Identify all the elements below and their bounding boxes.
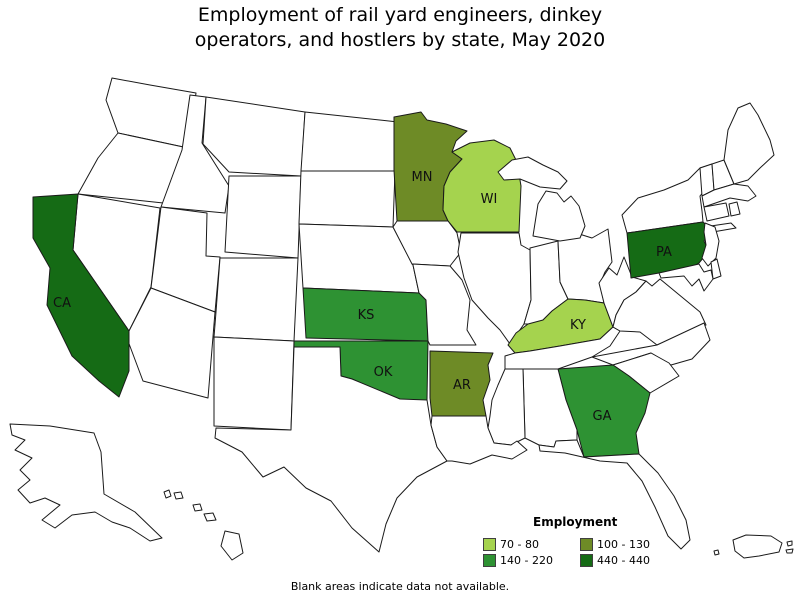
legend-label-0: 70 - 80 (500, 538, 539, 551)
state-fl (538, 439, 691, 550)
state-ri (728, 201, 741, 217)
territory-pr-islet (786, 540, 793, 547)
state-label-mn: MN (412, 170, 433, 185)
state-label-ar: AR (453, 378, 471, 393)
chart-title-line1: Employment of rail yard engineers, dinke… (197, 4, 603, 26)
state-ak (9, 423, 163, 542)
legend-item-3: 440 - 440 (580, 554, 692, 567)
state-ia (392, 220, 462, 267)
state-wi (442, 139, 522, 233)
state-label-ca: CA (53, 296, 71, 311)
territory-pr (732, 534, 783, 559)
state-ca (32, 193, 130, 398)
state-me (723, 102, 775, 185)
state-md (658, 263, 714, 292)
state-label-ky: KY (570, 318, 586, 333)
state-hi-island (203, 512, 217, 522)
legend-item-2: 140 - 220 (483, 554, 580, 567)
state-ma (701, 183, 757, 208)
state-mi-lower (532, 190, 586, 242)
state-nd (300, 111, 399, 172)
state-sd (298, 170, 396, 228)
state-hi-island (220, 530, 244, 561)
state-or (77, 132, 189, 206)
legend-grid: 70 - 80 100 - 130 140 - 220 440 - 440 (483, 538, 698, 567)
legend-label-2: 140 - 220 (500, 554, 553, 567)
state-mo (411, 263, 477, 346)
legend-swatch-2 (483, 554, 496, 567)
state-label-ga: GA (593, 409, 612, 424)
state-hi-island (173, 491, 184, 500)
chart-title: Employment of rail yard engineers, dinke… (0, 3, 800, 53)
state-il (457, 232, 532, 345)
state-label-ok: OK (374, 365, 393, 380)
legend-title: Employment (533, 515, 618, 529)
territory-pr-islet (713, 549, 720, 556)
state-mt (202, 96, 306, 177)
state-nj (701, 222, 720, 267)
state-ar (429, 350, 494, 417)
legend-swatch-3 (580, 554, 593, 567)
legend-swatch-1 (580, 538, 593, 551)
state-co (213, 257, 299, 342)
state-mi-upper (497, 156, 568, 190)
state-label-pa: PA (656, 245, 672, 260)
footnote: Blank areas indicate data not available. (290, 580, 510, 593)
legend-item-0: 70 - 80 (483, 538, 580, 551)
state-nm (213, 336, 295, 431)
state-la (430, 415, 528, 465)
state-va (612, 278, 707, 346)
legend-item-1: 100 - 130 (580, 538, 692, 551)
state-wy (224, 175, 302, 259)
territory-pr-islet (785, 548, 794, 554)
state-ct (703, 202, 730, 222)
state-tx (214, 346, 448, 553)
state-de (710, 258, 722, 280)
state-label-wi: WI (481, 192, 498, 207)
legend-label-3: 440 - 440 (597, 554, 650, 567)
legend-label-1: 100 - 130 (597, 538, 650, 551)
chart-title-line2: operators, and hostlers by state, May 20… (194, 29, 606, 52)
legend: Employment 70 - 80 100 - 130 140 - 220 440 … (483, 515, 698, 567)
state-hi-island (192, 503, 203, 512)
state-ms (487, 368, 526, 446)
state-label-ks: KS (358, 308, 375, 323)
legend-swatch-0 (483, 538, 496, 551)
state-hi-island (163, 489, 172, 499)
